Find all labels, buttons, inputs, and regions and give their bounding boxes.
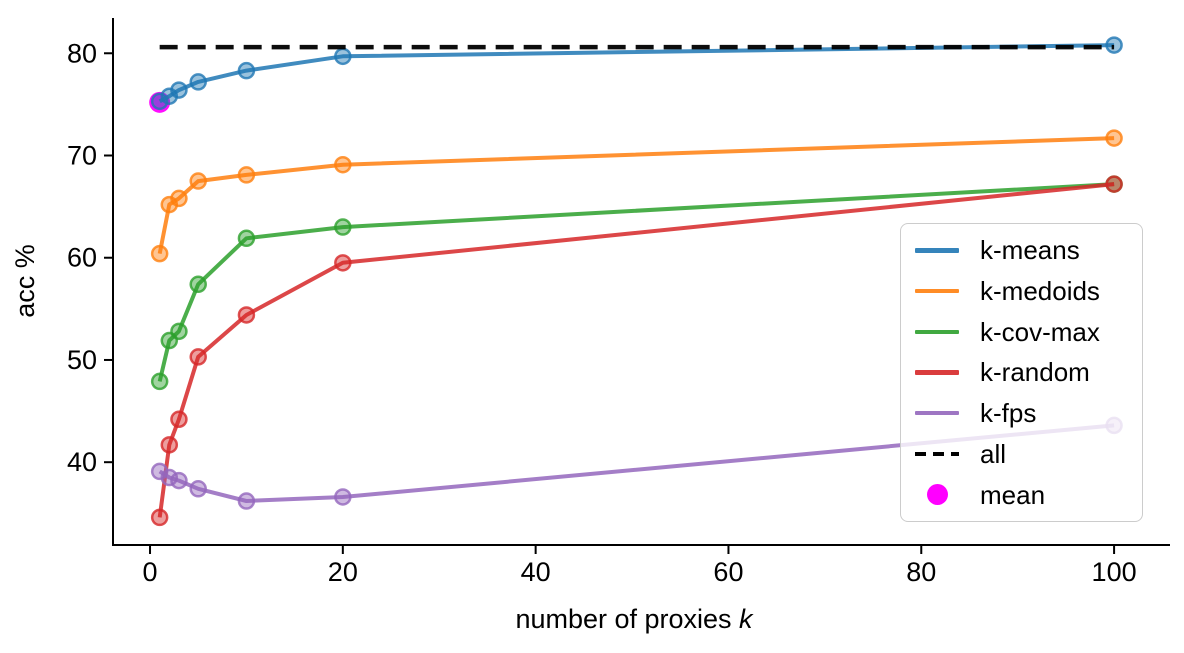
legend-label-k-cov-max: k-cov-max — [980, 316, 1100, 347]
marker-k-means — [334, 47, 352, 66]
legend-label-k-random: k-random — [980, 357, 1090, 388]
marker-k-random — [237, 306, 256, 324]
legend-item-k-medoids: k-medoids — [901, 278, 1142, 304]
marker-k-cov-max — [170, 322, 188, 341]
marker-k-medoids — [170, 189, 188, 208]
marker-k-fps — [160, 468, 179, 487]
legend-item-mean: mean — [901, 482, 1142, 508]
marker-k-means — [189, 73, 207, 91]
legend-swatch-k-fps — [915, 410, 959, 416]
marker-k-fps — [170, 471, 188, 490]
marker-k-random — [170, 410, 188, 429]
legend-swatch-k-medoids — [915, 288, 959, 294]
marker-k-medoids — [237, 166, 256, 184]
series-line-k-fps — [158, 423, 1115, 503]
x-tick-label: 80 — [906, 557, 936, 587]
legend-swatch-k-cov-max — [915, 329, 959, 334]
marker-k-random — [150, 508, 169, 527]
x-axis-label: number of proxies k — [515, 604, 754, 634]
marker-k-random — [1105, 175, 1123, 193]
series-line-k-cov-max — [157, 182, 1115, 382]
tick-marks — [104, 52, 1116, 554]
legend-label-k-fps: k-fps — [980, 398, 1037, 429]
legend: k-means k-medoids k-cov-max k-random k-fps al… — [900, 223, 1143, 522]
series-layer — [149, 36, 1123, 527]
legend-item-k-random: k-random — [901, 359, 1142, 385]
legend-swatch-all — [915, 451, 959, 457]
series-line-k-random — [157, 182, 1115, 518]
y-tick-label: 70 — [67, 141, 97, 171]
marker-k-cov-max — [237, 229, 256, 248]
legend-item-k-cov-max: k-cov-max — [901, 319, 1142, 345]
x-tick-label: 0 — [143, 557, 158, 587]
marker-k-cov-max — [334, 218, 352, 236]
marker-k-random — [334, 254, 352, 272]
legend-item-k-means: k-means — [901, 237, 1142, 263]
marker-k-random — [160, 436, 179, 454]
marker-k-medoids — [189, 172, 207, 190]
marker-k-medoids — [334, 155, 352, 174]
legend-label-k-medoids: k-medoids — [980, 276, 1100, 307]
marker-k-cov-max — [189, 275, 207, 294]
y-tick-label: 80 — [67, 38, 97, 68]
tick-labels: 0 20 40 60 80 100 40 50 60 70 80 — [67, 38, 1137, 587]
marker-k-fps — [189, 480, 207, 498]
marker-k-random — [189, 348, 207, 366]
marker-k-means — [170, 81, 188, 99]
series-line-k-means — [158, 43, 1115, 104]
axes — [104, 18, 1170, 554]
y-tick-label: 60 — [67, 243, 97, 273]
series-line-k-medoids — [157, 136, 1115, 254]
y-tick-label: 40 — [67, 447, 97, 477]
marker-k-medoids — [150, 244, 169, 263]
marker-k-medoids — [1105, 129, 1123, 147]
x-tick-label: 60 — [713, 557, 743, 587]
y-axis-label: acc % — [10, 244, 40, 318]
marker-k-means — [150, 92, 169, 111]
x-tick-label: 100 — [1092, 557, 1137, 587]
legend-swatch-k-random — [915, 370, 959, 375]
x-tick-label: 20 — [328, 557, 358, 587]
y-tick-label: 50 — [67, 345, 97, 375]
marker-k-fps — [334, 488, 352, 506]
legend-label-k-means: k-means — [980, 235, 1080, 266]
marker-k-means — [237, 61, 256, 80]
marker-k-fps — [237, 492, 256, 510]
legend-swatch-k-means — [915, 248, 959, 253]
legend-swatch-mean — [915, 484, 959, 506]
marker-k-cov-max — [150, 372, 169, 391]
legend-label-mean: mean — [980, 479, 1046, 510]
legend-label-all: all — [980, 438, 1007, 469]
legend-item-k-fps: k-fps — [901, 400, 1142, 426]
legend-item-all: all — [901, 441, 1142, 467]
x-tick-label: 40 — [521, 557, 551, 587]
